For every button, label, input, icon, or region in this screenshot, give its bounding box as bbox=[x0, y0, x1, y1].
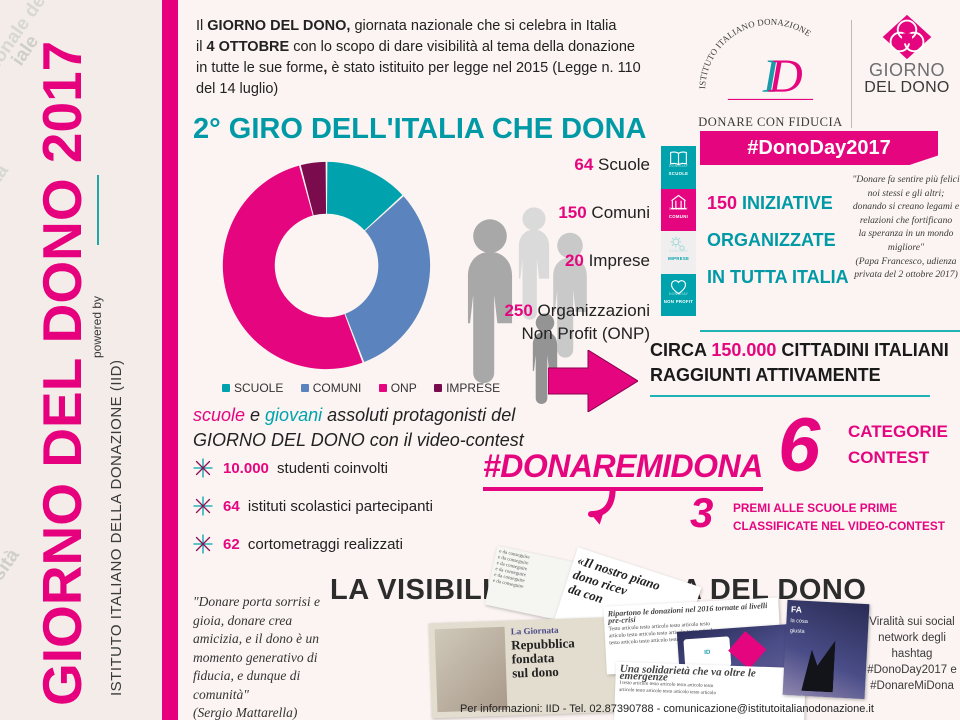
svg-text:D: D bbox=[768, 51, 803, 103]
